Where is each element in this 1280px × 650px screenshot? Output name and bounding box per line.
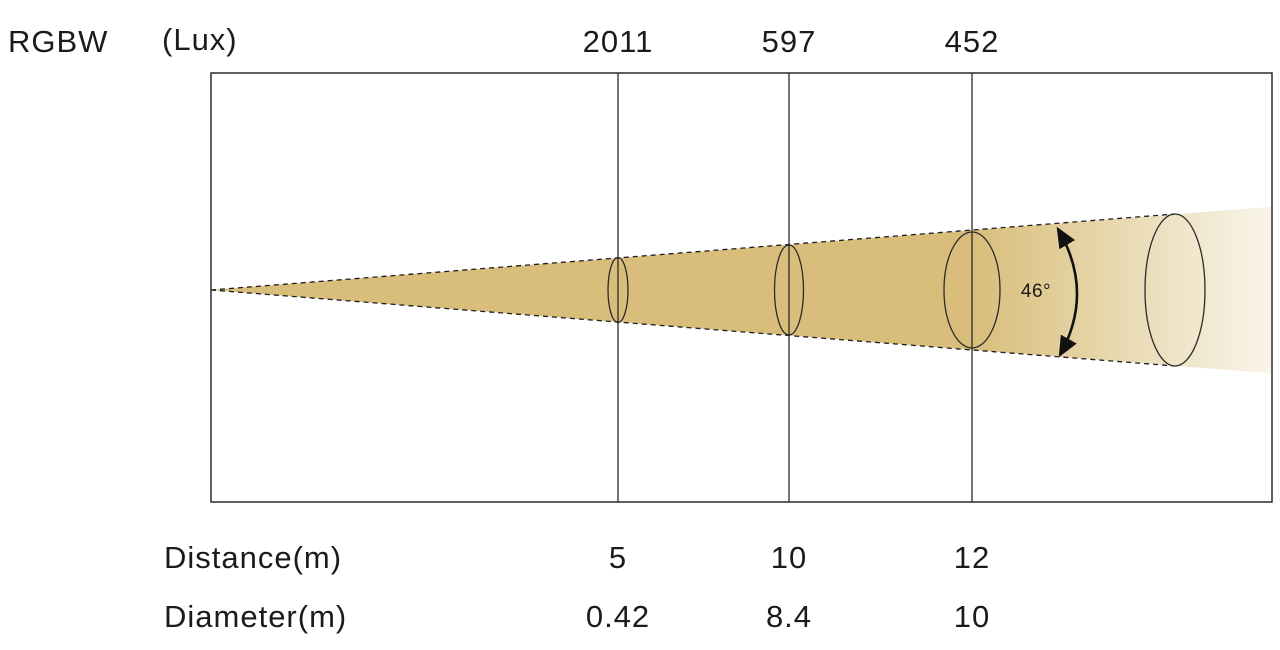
diameter-row-label: Diameter(m) [164,599,348,634]
mode-label: RGBW [8,24,109,59]
distance-value-3: 12 [953,540,991,575]
lux-unit-label: (Lux) [162,22,238,57]
distance-value-2: 10 [770,540,808,575]
beam-edge-bottom [210,289,1175,367]
lux-value-5m: 2011 [582,24,654,59]
diameter-value-1: 0.42 [585,599,651,634]
diameter-value-3: 10 [953,599,991,634]
diagram-frame [210,72,1273,503]
distance-value-1: 5 [608,540,628,575]
beam-spot-10m [773,244,805,336]
beam-spot-12m [943,231,1001,349]
lux-value-12m: 452 [944,24,1000,59]
lux-value-10m: 597 [761,24,817,59]
diameter-value-2: 8.4 [765,599,813,634]
beam-angle-arc [1056,226,1079,358]
beam-angle-label: 46° [1020,281,1052,302]
beam-spot-far [1144,213,1206,367]
beam-edge-top [210,213,1175,291]
distance-row-label: Distance(m) [164,540,343,575]
beam-cone [211,206,1271,374]
beam-spot-5m [607,256,629,324]
